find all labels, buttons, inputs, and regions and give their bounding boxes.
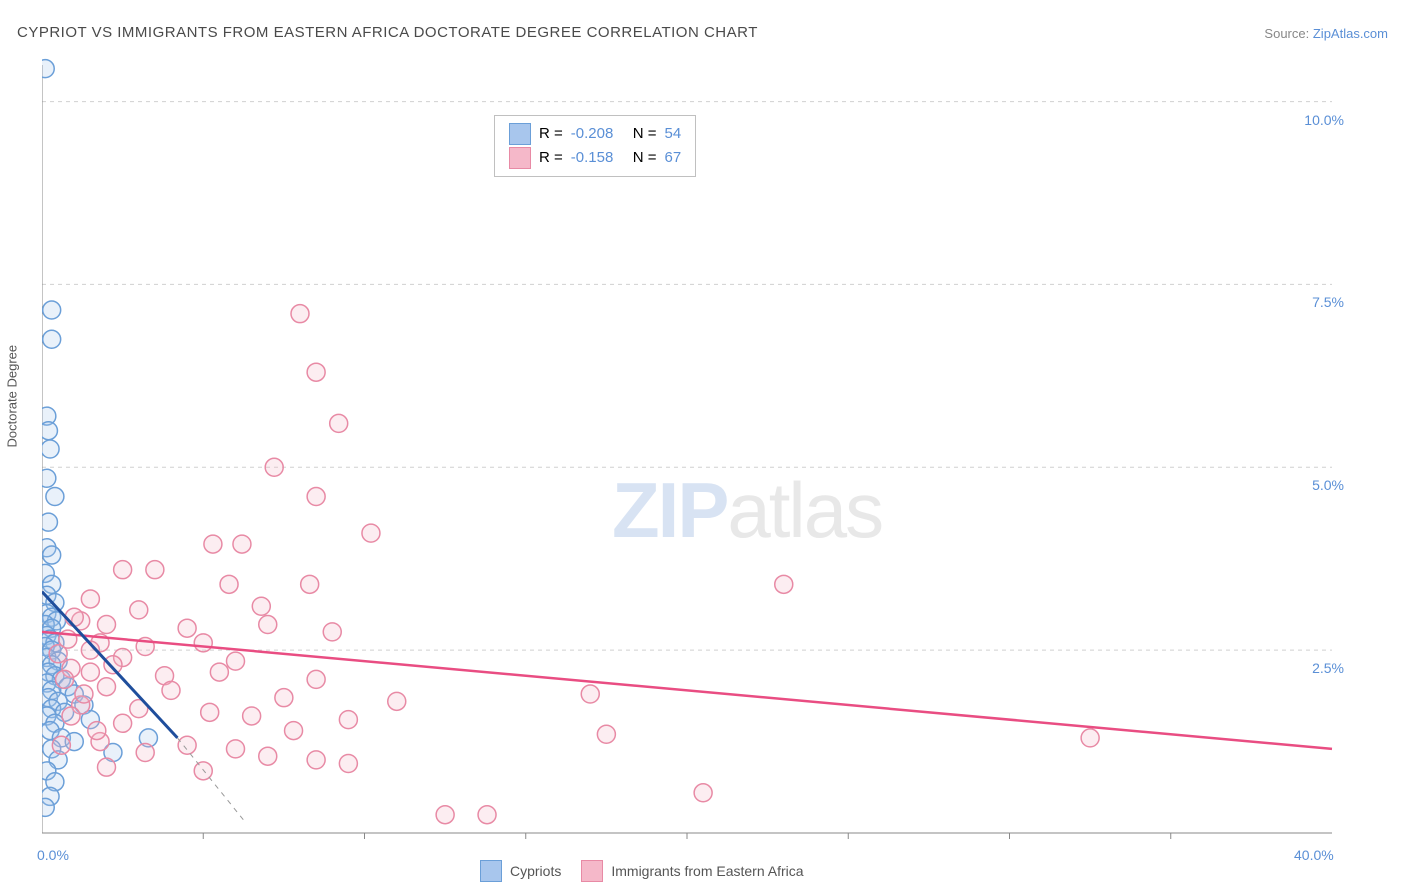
r-label: R = (539, 146, 563, 170)
y-tick-label: 5.0% (1312, 477, 1344, 493)
swatch-cypriots-bottom (480, 860, 502, 882)
n-value-immigrants: 67 (665, 146, 682, 170)
swatch-cypriots (509, 123, 531, 145)
y-tick-label: 10.0% (1304, 112, 1344, 128)
n-label: N = (633, 146, 657, 170)
x-tick-label: 0.0% (37, 847, 69, 863)
chart-title: CYPRIOT VS IMMIGRANTS FROM EASTERN AFRIC… (17, 24, 758, 41)
chart-area: ZIPatlas R = -0.208 N = 54 R = -0.158 N … (42, 55, 1352, 833)
y-axis-label: Doctorate Degree (5, 345, 20, 448)
legend-label-cypriots: Cypriots (510, 863, 561, 879)
r-value-cypriots: -0.208 (571, 122, 625, 146)
source-link[interactable]: ZipAtlas.com (1313, 26, 1388, 41)
r-value-immigrants: -0.158 (571, 146, 625, 170)
x-tick-label: 40.0% (1294, 847, 1334, 863)
n-label: N = (633, 122, 657, 146)
legend-row-immigrants: R = -0.158 N = 67 (509, 146, 681, 170)
source-attribution: Source: ZipAtlas.com (1264, 26, 1388, 41)
scatter-chart-svg (42, 55, 1352, 863)
series-legend: Cypriots Immigrants from Eastern Africa (480, 860, 804, 882)
source-label: Source: (1264, 26, 1309, 41)
legend-item-cypriots: Cypriots (480, 860, 561, 882)
y-tick-label: 7.5% (1312, 294, 1344, 310)
r-label: R = (539, 122, 563, 146)
y-tick-label: 2.5% (1312, 660, 1344, 676)
legend-item-immigrants: Immigrants from Eastern Africa (581, 860, 803, 882)
legend-row-cypriots: R = -0.208 N = 54 (509, 122, 681, 146)
legend-label-immigrants: Immigrants from Eastern Africa (611, 863, 803, 879)
correlation-legend: R = -0.208 N = 54 R = -0.158 N = 67 (494, 115, 696, 177)
n-value-cypriots: 54 (665, 122, 682, 146)
swatch-immigrants (509, 147, 531, 169)
swatch-immigrants-bottom (581, 860, 603, 882)
